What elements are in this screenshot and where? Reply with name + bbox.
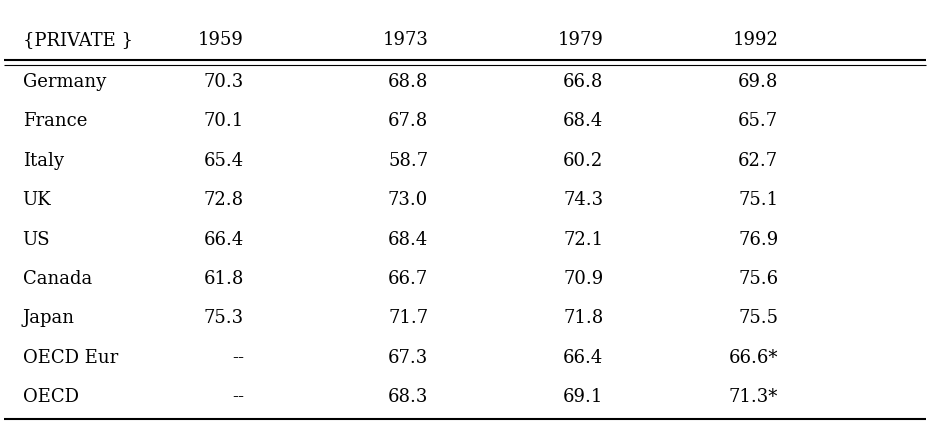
Text: 76.9: 76.9 — [738, 231, 778, 249]
Text: 69.8: 69.8 — [738, 73, 778, 91]
Text: 68.4: 68.4 — [388, 231, 428, 249]
Text: 75.1: 75.1 — [738, 191, 778, 209]
Text: 71.3*: 71.3* — [729, 388, 778, 406]
Text: 75.5: 75.5 — [738, 309, 778, 327]
Text: 62.7: 62.7 — [738, 152, 778, 170]
Text: 75.3: 75.3 — [204, 309, 244, 327]
Text: --: -- — [232, 349, 244, 367]
Text: 1992: 1992 — [733, 31, 778, 49]
Text: OECD Eur: OECD Eur — [22, 349, 118, 367]
Text: 68.8: 68.8 — [388, 73, 428, 91]
Text: 69.1: 69.1 — [563, 388, 604, 406]
Text: 72.8: 72.8 — [204, 191, 244, 209]
Text: UK: UK — [22, 191, 51, 209]
Text: 71.7: 71.7 — [388, 309, 428, 327]
Text: 66.4: 66.4 — [204, 231, 244, 249]
Text: 1979: 1979 — [557, 31, 604, 49]
Text: Japan: Japan — [22, 309, 74, 327]
Text: 73.0: 73.0 — [388, 191, 428, 209]
Text: --: -- — [232, 388, 244, 406]
Text: 65.7: 65.7 — [738, 112, 778, 130]
Text: OECD: OECD — [22, 388, 79, 406]
Text: 72.1: 72.1 — [564, 231, 604, 249]
Text: 65.4: 65.4 — [204, 152, 244, 170]
Text: Canada: Canada — [22, 270, 92, 288]
Text: 66.7: 66.7 — [388, 270, 428, 288]
Text: 1973: 1973 — [382, 31, 428, 49]
Text: 67.3: 67.3 — [388, 349, 428, 367]
Text: 66.4: 66.4 — [563, 349, 604, 367]
Text: Germany: Germany — [22, 73, 106, 91]
Text: 70.3: 70.3 — [204, 73, 244, 91]
Text: 66.8: 66.8 — [563, 73, 604, 91]
Text: 68.3: 68.3 — [388, 388, 428, 406]
Text: 74.3: 74.3 — [564, 191, 604, 209]
Text: 60.2: 60.2 — [563, 152, 604, 170]
Text: 75.6: 75.6 — [738, 270, 778, 288]
Text: 68.4: 68.4 — [563, 112, 604, 130]
Text: 71.8: 71.8 — [563, 309, 604, 327]
Text: 70.1: 70.1 — [204, 112, 244, 130]
Text: Italy: Italy — [22, 152, 63, 170]
Text: 66.6*: 66.6* — [729, 349, 778, 367]
Text: US: US — [22, 231, 50, 249]
Text: 58.7: 58.7 — [388, 152, 428, 170]
Text: France: France — [22, 112, 87, 130]
Text: 70.9: 70.9 — [563, 270, 604, 288]
Text: 1959: 1959 — [198, 31, 244, 49]
Text: 61.8: 61.8 — [204, 270, 244, 288]
Text: {PRIVATE }: {PRIVATE } — [22, 31, 133, 49]
Text: 67.8: 67.8 — [388, 112, 428, 130]
